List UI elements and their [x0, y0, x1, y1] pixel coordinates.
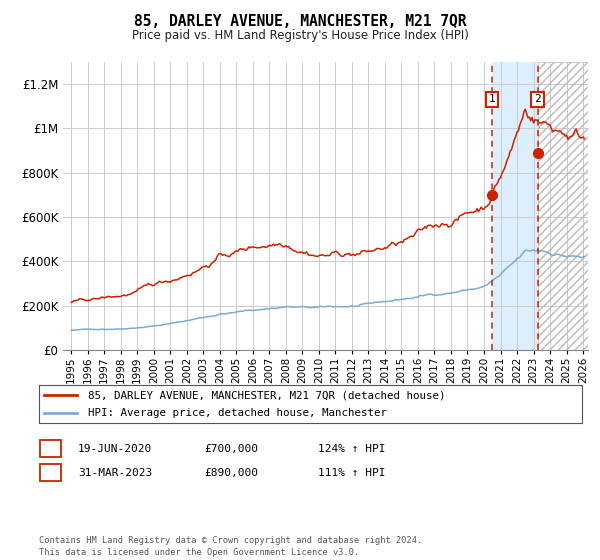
- Text: Contains HM Land Registry data © Crown copyright and database right 2024.
This d: Contains HM Land Registry data © Crown c…: [39, 536, 422, 557]
- Text: 31-MAR-2023: 31-MAR-2023: [78, 468, 152, 478]
- Bar: [492, 62, 538, 350]
- Text: 85, DARLEY AVENUE, MANCHESTER, M21 7QR (detached house): 85, DARLEY AVENUE, MANCHESTER, M21 7QR (…: [88, 390, 445, 400]
- Bar: [538, 62, 592, 350]
- Text: 1: 1: [47, 444, 54, 454]
- Bar: [538, 62, 592, 350]
- Text: 111% ↑ HPI: 111% ↑ HPI: [318, 468, 386, 478]
- Text: 124% ↑ HPI: 124% ↑ HPI: [318, 444, 386, 454]
- Text: Price paid vs. HM Land Registry's House Price Index (HPI): Price paid vs. HM Land Registry's House …: [131, 29, 469, 42]
- Text: 85, DARLEY AVENUE, MANCHESTER, M21 7QR: 85, DARLEY AVENUE, MANCHESTER, M21 7QR: [134, 14, 466, 29]
- Text: HPI: Average price, detached house, Manchester: HPI: Average price, detached house, Manc…: [88, 408, 387, 418]
- Text: 19-JUN-2020: 19-JUN-2020: [78, 444, 152, 454]
- Text: £890,000: £890,000: [204, 468, 258, 478]
- Text: £700,000: £700,000: [204, 444, 258, 454]
- Text: 1: 1: [488, 94, 495, 104]
- Text: 2: 2: [47, 468, 54, 478]
- Text: 2: 2: [534, 94, 541, 104]
